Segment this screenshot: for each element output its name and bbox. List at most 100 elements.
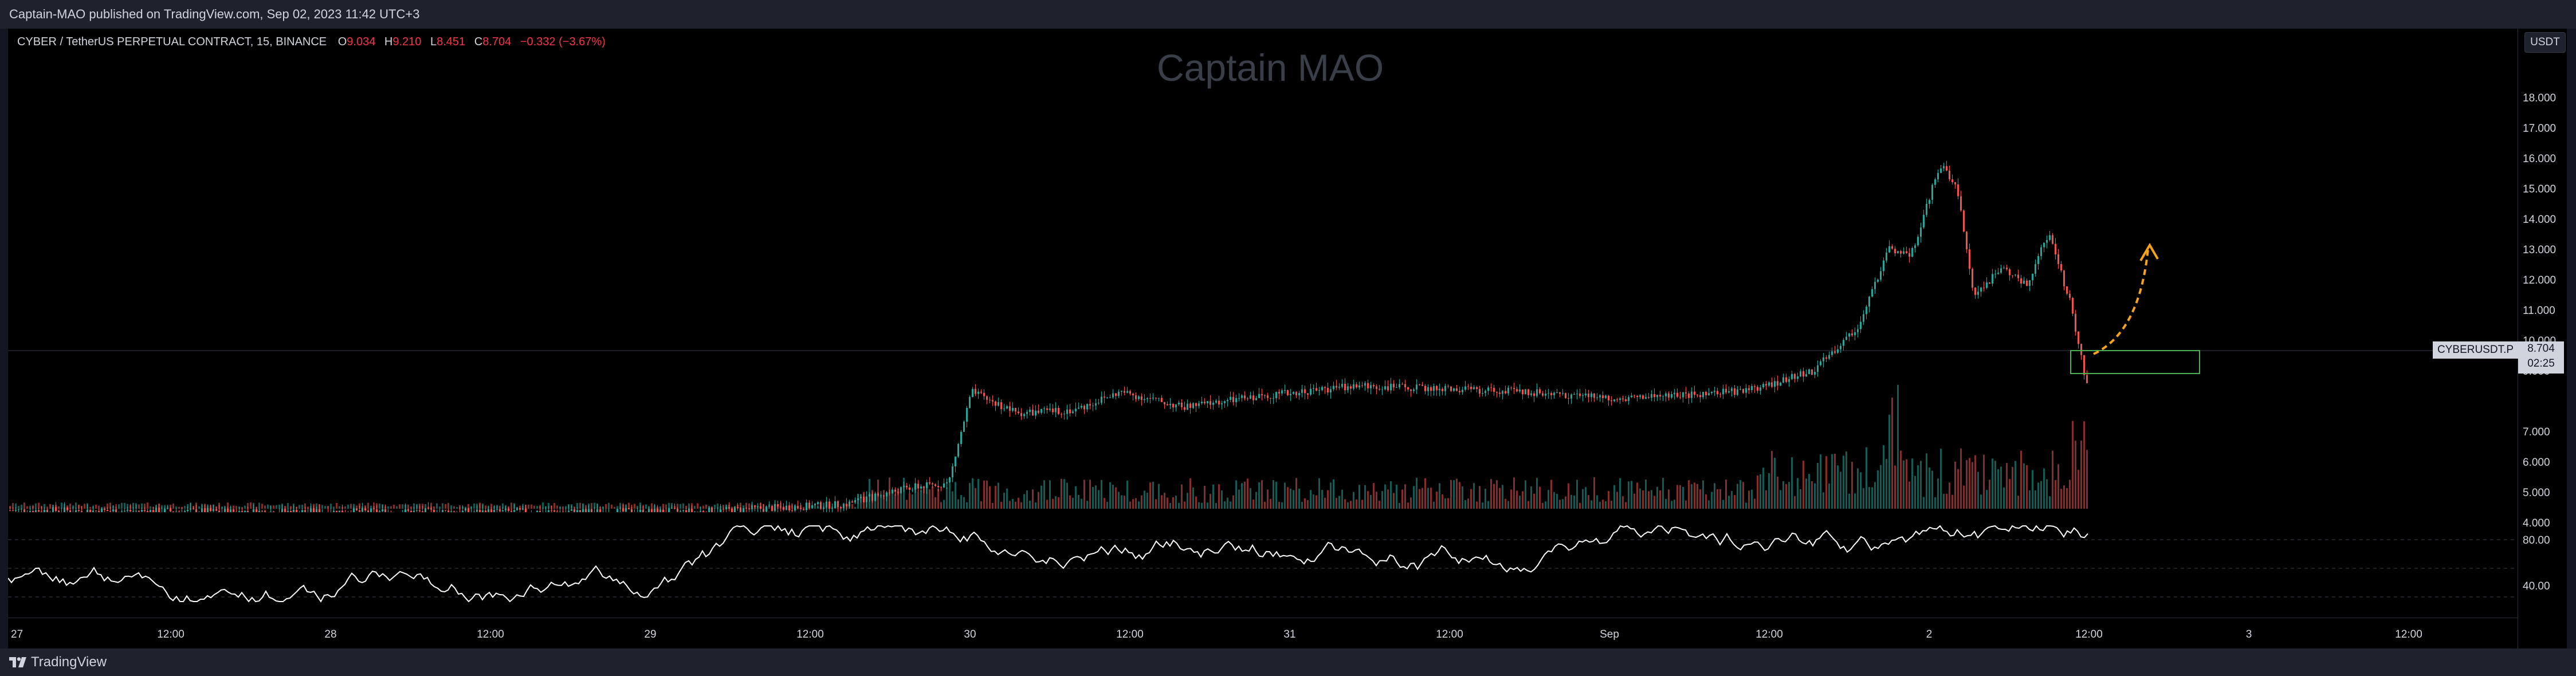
- candle-body: [1972, 269, 1973, 288]
- volume-bar: [1410, 497, 1412, 509]
- volume-bar: [1487, 501, 1489, 509]
- candle-body: [900, 487, 902, 493]
- candle-body: [407, 509, 409, 511]
- volume-bar: [104, 506, 105, 509]
- volume-bar: [2012, 467, 2013, 509]
- candle-body: [1459, 391, 1460, 392]
- volume-bar: [207, 505, 209, 509]
- currency-button[interactable]: USDT: [2524, 32, 2566, 53]
- volume-bar: [631, 506, 633, 509]
- symbol-title[interactable]: CYBER / TetherUS PERPETUAL CONTRACT, 15,…: [17, 36, 327, 48]
- volume-bar: [445, 504, 446, 509]
- volume-bar: [101, 506, 103, 509]
- volume-bar: [1009, 501, 1011, 509]
- candle-body: [1754, 386, 1756, 387]
- oscillator-line: [8, 525, 2088, 603]
- volume-bar: [69, 504, 71, 509]
- candle-body: [1851, 333, 1853, 336]
- candle-body: [244, 510, 246, 512]
- footer-bar: TradingView: [0, 649, 2576, 676]
- candle-body: [1860, 321, 1862, 329]
- chart-area[interactable]: CYBER / TetherUS PERPETUAL CONTRACT, 15,…: [8, 29, 2567, 649]
- candle-body: [894, 489, 896, 492]
- candle-body: [112, 509, 114, 512]
- volume-bar: [1169, 502, 1171, 509]
- volume-bar: [1880, 465, 1882, 509]
- volume-bar: [645, 504, 647, 509]
- volume-bar: [195, 502, 197, 509]
- candle-body: [631, 509, 633, 512]
- volume-bar: [267, 504, 269, 509]
- volume-bar: [831, 506, 833, 509]
- volume-bar: [943, 500, 945, 509]
- volume-bar: [158, 504, 160, 509]
- candle-body: [1456, 388, 1458, 391]
- target-zone-box[interactable]: [2070, 350, 2200, 374]
- candle-body: [1676, 392, 1678, 397]
- volume-bar: [1639, 488, 1641, 509]
- volume-bar: [926, 485, 928, 509]
- candle-body: [493, 509, 495, 512]
- volume-bar: [937, 489, 939, 509]
- candle-body: [2049, 235, 2051, 240]
- volume-bar: [1679, 485, 1681, 509]
- candle-body: [241, 511, 243, 512]
- candle-body: [1124, 391, 1125, 393]
- volume-bar: [1419, 489, 1420, 509]
- candle-body: [955, 456, 956, 467]
- oscillator-pane[interactable]: [8, 516, 2518, 637]
- close-key: C: [474, 36, 483, 48]
- publish-info: Captain-MAO published on TradingView.com…: [9, 7, 420, 21]
- candle-body: [1476, 387, 1478, 390]
- candle-body: [2060, 264, 2062, 271]
- high-value: 9.210: [392, 36, 422, 48]
- volume-bar: [1092, 487, 1094, 509]
- candle-body: [642, 509, 644, 512]
- volume-bar: [1175, 496, 1177, 509]
- volume-bar: [1548, 490, 1549, 509]
- volume-bar: [1980, 494, 1982, 509]
- volume-bar: [1533, 493, 1535, 509]
- volume-bar: [1671, 501, 1672, 509]
- time-axis[interactable]: 27 12:00 28 12:00 29 12:00 30 12:00 31 12:00 Sep 12…: [8, 618, 2518, 649]
- volume-bar: [84, 504, 85, 509]
- volume-bar: [1748, 490, 1750, 509]
- candle-body: [1384, 386, 1386, 390]
- candle-body: [622, 508, 624, 512]
- candle-body: [1951, 179, 1953, 183]
- oscillator-axis-label: 40.00: [2523, 580, 2550, 592]
- price-axis-label: 14.000: [2523, 214, 2556, 226]
- price-pane[interactable]: [8, 29, 2518, 512]
- candle-body: [599, 509, 601, 512]
- volume-bar: [66, 505, 68, 509]
- volume-bar: [124, 502, 125, 509]
- candle-body: [763, 509, 764, 512]
- volume-bar: [190, 502, 191, 509]
- candle-body: [591, 509, 592, 512]
- candle-body: [356, 508, 358, 510]
- candle-body: [1287, 390, 1289, 396]
- candle-body: [654, 509, 655, 512]
- volume-bar: [1513, 477, 1515, 509]
- candle-body: [1542, 393, 1544, 396]
- candle-body: [1679, 396, 1681, 398]
- volume-bar: [1977, 471, 1979, 509]
- volume-bar: [1078, 494, 1079, 509]
- candle-body: [1281, 390, 1283, 394]
- candle-body: [995, 401, 996, 406]
- candle-body: [1433, 386, 1435, 391]
- candle-body: [1189, 403, 1191, 408]
- volume-bar: [1926, 453, 1927, 509]
- candle-body: [1857, 329, 1859, 332]
- price-axis[interactable]: 18.000 17.000 16.000 15.000 14.000 13.000 12.0…: [2518, 29, 2567, 649]
- candle-body: [983, 392, 985, 396]
- candle-body: [1622, 398, 1624, 400]
- candle-body: [490, 509, 492, 512]
- candle-body: [1903, 251, 1904, 254]
- candle-body: [101, 508, 103, 512]
- tradingview-logo[interactable]: TradingView: [9, 654, 107, 670]
- candle-body: [734, 506, 736, 512]
- volume-bar: [1871, 487, 1873, 509]
- projection-arrow[interactable]: [2093, 249, 2149, 355]
- volume-bar: [1983, 454, 1985, 509]
